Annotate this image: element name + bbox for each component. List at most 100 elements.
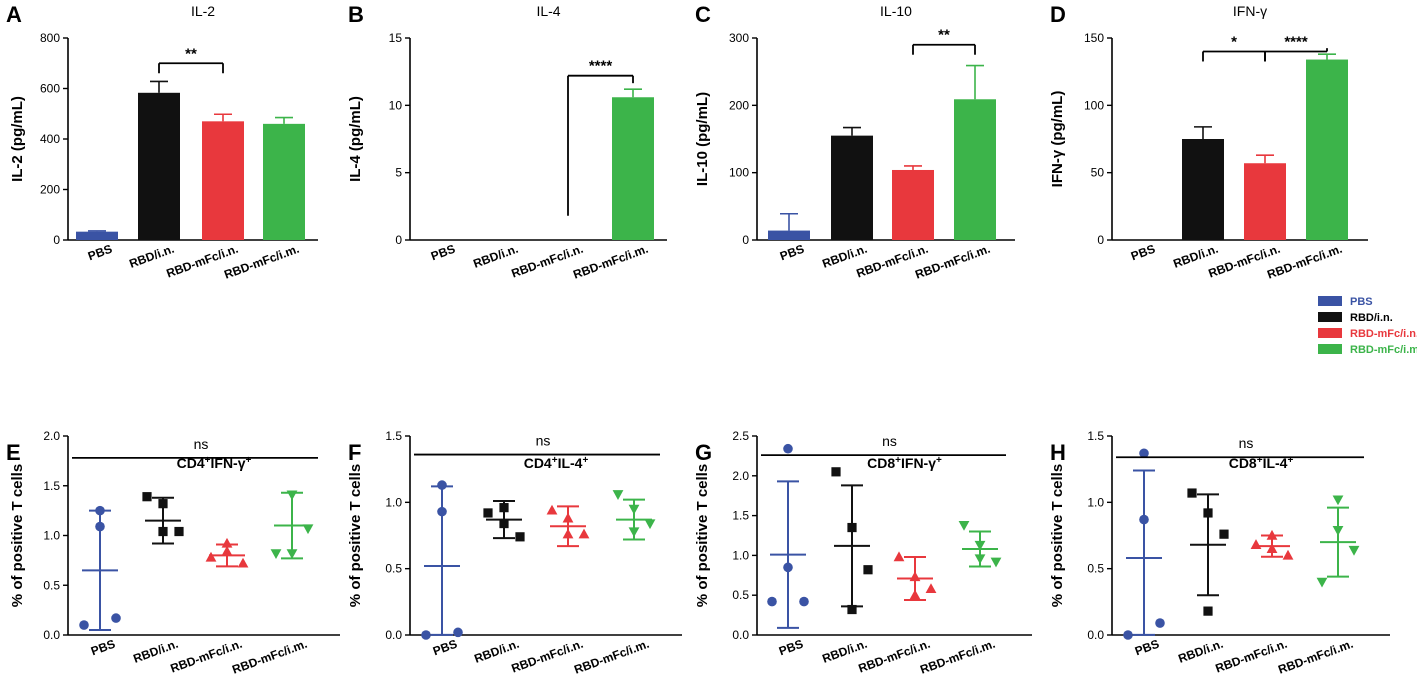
x-tick-label: RBD-mFc/i.m. xyxy=(1276,637,1355,677)
y-tick-label: 400 xyxy=(40,132,60,146)
panel-f: F CD4+IL-4+% of positive T cells0.00.51.0… xyxy=(347,429,682,677)
data-point xyxy=(158,526,168,537)
data-point xyxy=(958,520,970,531)
y-tick-label: 100 xyxy=(1084,98,1104,112)
data-point xyxy=(1332,525,1344,536)
panel-letter: G xyxy=(695,440,712,465)
data-point xyxy=(847,522,857,533)
y-axis-label: % of positive T cells xyxy=(347,464,364,607)
x-tick-label: RBD-mFc/i.m. xyxy=(572,637,651,677)
significance-label: ns xyxy=(1239,435,1254,451)
data-point xyxy=(158,499,168,509)
bar xyxy=(831,135,873,240)
y-tick-label: 1.5 xyxy=(1087,429,1104,443)
data-point xyxy=(205,551,217,562)
y-tick-label: 0.0 xyxy=(385,628,402,642)
y-tick-label: 0.0 xyxy=(1087,628,1104,642)
panel-letter: A xyxy=(6,2,22,27)
significance-label: * xyxy=(1231,33,1237,50)
data-point xyxy=(1139,448,1149,459)
data-point xyxy=(562,512,574,523)
x-tick-label: PBS xyxy=(778,242,806,264)
y-tick-label: 150 xyxy=(1084,31,1104,45)
y-tick-label: 0 xyxy=(742,233,749,247)
x-tick-label: RBD-mFc/i.m. xyxy=(918,637,997,677)
legend-label: RBD-mFc/i.m. xyxy=(1350,344,1417,356)
data-point xyxy=(990,557,1002,568)
y-tick-label: 0 xyxy=(53,233,60,247)
data-point xyxy=(302,524,314,535)
data-point xyxy=(515,532,525,542)
data-point xyxy=(111,613,121,623)
significance-label: ns xyxy=(882,433,897,449)
data-point xyxy=(237,557,249,568)
legend-label: PBS xyxy=(1350,296,1373,308)
title-superscript: + xyxy=(552,455,558,466)
title-superscript: + xyxy=(1257,455,1263,466)
chart-title: IL-4 xyxy=(536,3,560,19)
title-part: IFN-γ xyxy=(901,455,936,471)
panel-letter: B xyxy=(348,2,364,27)
data-point xyxy=(1139,514,1149,525)
data-point xyxy=(142,492,152,502)
bar xyxy=(263,123,305,240)
y-tick-label: 2.0 xyxy=(732,469,749,483)
x-tick-label: PBS xyxy=(89,637,117,659)
panel-letter: E xyxy=(6,440,21,465)
title-part: CD4 xyxy=(524,455,552,471)
y-tick-label: 1.0 xyxy=(1087,495,1104,509)
data-point xyxy=(1219,529,1229,539)
significance-label: ns xyxy=(536,433,551,449)
y-tick-label: 10 xyxy=(389,98,403,112)
data-point xyxy=(644,519,656,530)
data-point xyxy=(1155,618,1165,628)
data-point xyxy=(578,528,590,539)
y-tick-label: 15 xyxy=(389,31,403,45)
significance-label: **** xyxy=(1284,33,1308,50)
legend-label: RBD-mFc/i.n. xyxy=(1350,328,1417,340)
title-superscript: + xyxy=(246,455,252,466)
chart-title: CD8+IL-4+ xyxy=(1229,455,1294,472)
panel-g: G CD8+IFN-γ+% of positive T cells0.00.51.… xyxy=(694,429,1032,677)
y-tick-label: 0.0 xyxy=(43,628,60,642)
y-tick-label: 2.5 xyxy=(732,429,749,443)
data-point xyxy=(221,537,233,548)
legend-swatch xyxy=(1318,296,1342,306)
title-part: IL-4 xyxy=(558,455,583,471)
data-point xyxy=(1332,495,1344,506)
chart-title: IL-2 xyxy=(191,3,215,19)
y-axis-label: IL-2 (pg/mL) xyxy=(9,96,26,182)
bar xyxy=(76,231,118,240)
data-point xyxy=(612,490,624,500)
data-point xyxy=(628,527,640,538)
y-axis-label: IL-10 (pg/mL) xyxy=(694,92,711,186)
data-point xyxy=(437,480,447,490)
x-tick-label: PBS xyxy=(86,242,114,264)
significance-label: ** xyxy=(938,27,950,44)
data-point xyxy=(1316,577,1328,588)
y-axis-label: IL-4 (pg/mL) xyxy=(347,96,364,182)
data-point xyxy=(909,589,921,600)
significance-label: **** xyxy=(589,58,613,75)
data-point xyxy=(925,583,937,594)
title-part: IL-4 xyxy=(1263,455,1288,471)
y-tick-label: 1.5 xyxy=(385,429,402,443)
data-point xyxy=(1266,543,1278,553)
x-tick-label: PBS xyxy=(777,637,805,659)
bar xyxy=(892,169,934,240)
title-part: CD8 xyxy=(867,455,895,471)
y-tick-label: 1.0 xyxy=(385,495,402,509)
legend: PBS RBD/i.n. RBD-mFc/i.n. RBD-mFc/i.m. xyxy=(1318,296,1417,356)
y-tick-label: 0.5 xyxy=(1087,562,1104,576)
y-tick-label: 300 xyxy=(729,31,749,45)
data-point xyxy=(831,467,841,477)
x-tick-label: RBD-mFc/i.m. xyxy=(230,637,309,677)
y-tick-label: 200 xyxy=(729,98,749,112)
title-superscript: + xyxy=(936,455,942,466)
panel-h: H CD8+IL-4+% of positive T cells0.00.51.0… xyxy=(1049,429,1390,677)
y-tick-label: 0 xyxy=(395,233,402,247)
data-point xyxy=(1187,488,1197,498)
